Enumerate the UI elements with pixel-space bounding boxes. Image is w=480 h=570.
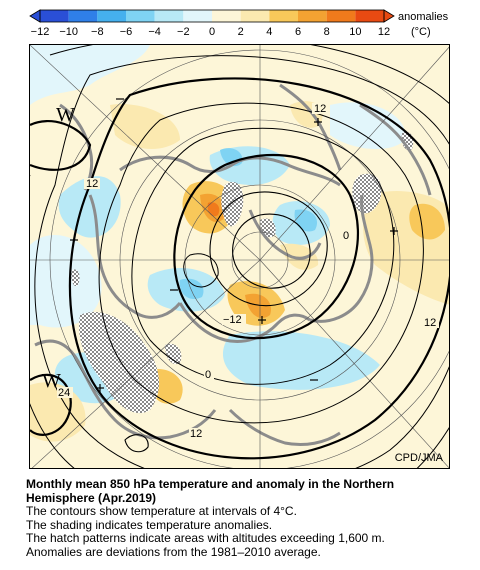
caption-line-shading: The shading indicates temperature anomal…	[26, 517, 273, 532]
colorbar-segment	[240, 10, 270, 22]
colorbar-segment	[183, 10, 212, 22]
caption-line-anomalies: Anomalies are deviations from the 1981–2…	[26, 544, 321, 559]
colorbar-left-arrow	[29, 9, 41, 23]
colorbar-segment	[154, 10, 184, 22]
anomaly-colorbar: −12 −10 −8 −6 −4 −2 0 2 4 6 8 10 12 anomalies (°C)	[0, 0, 480, 44]
colorbar-segment	[326, 10, 356, 22]
hemisphere-map: 12 12 0 −12 0 24 12 12 W W	[29, 44, 450, 469]
colorbar-segment	[269, 10, 298, 22]
contour-label-3: 0	[343, 230, 349, 242]
contour-label-8: 12	[424, 317, 436, 329]
colorbar-title: anomalies	[398, 11, 449, 23]
contour-label-2: 12	[86, 178, 98, 190]
figure-caption: Monthly mean 850 hPa temperature and ano…	[26, 477, 466, 559]
colorbar-border	[39, 9, 385, 23]
map-graphic: 12 12 0 −12 0 24 12 12 W W	[30, 45, 449, 468]
colorbar-tick-label: −8	[91, 26, 104, 38]
caption-line-contours: The contours show temperature at interva…	[26, 504, 297, 518]
colorbar-tick-label: 6	[294, 26, 302, 38]
anomaly-shading	[30, 45, 449, 442]
colorbar-segment	[355, 10, 384, 22]
contour-label-7: 12	[190, 428, 202, 440]
map-credit: CPD/JMA	[394, 452, 443, 464]
caption-title: Monthly mean 850 hPa temperature and ano…	[26, 477, 395, 505]
colorbar-segment	[40, 10, 69, 22]
temperature-contours	[30, 45, 449, 468]
colorbar-tick-label: −12	[30, 26, 50, 38]
colorbar-segment	[298, 10, 327, 22]
colorbar-segment	[68, 10, 98, 22]
center-markers	[70, 98, 398, 392]
colorbar-tick-label: 10	[349, 26, 362, 38]
colorbar-tick-label: 4	[266, 26, 273, 38]
contour-label-4: −12	[223, 314, 242, 326]
warm-center-label-north: W	[56, 104, 75, 126]
colorbar-tick-label: 0	[208, 26, 216, 38]
colorbar-segment	[126, 10, 155, 22]
colorbar-tick-label: 2	[237, 26, 244, 38]
contour-label-1: 12	[314, 103, 326, 115]
colorbar-tick-label: −6	[119, 26, 133, 38]
graticule	[30, 45, 449, 468]
colorbar-tick-label: −10	[59, 26, 78, 38]
contour-labels: 12 12 0 −12 0 24 12 12	[57, 103, 439, 440]
colorbar-segment	[212, 10, 241, 22]
contour-label-6: 24	[58, 387, 70, 399]
colorbar-tick-label: 8	[323, 26, 330, 38]
colorbar-tick-label: −4	[148, 26, 161, 38]
colorbar-right-arrow	[383, 9, 395, 23]
warm-center-label-south: W	[42, 370, 61, 392]
colorbar-segment	[97, 10, 126, 22]
colorbar-tick-label: 12	[377, 26, 391, 38]
contour-label-5: 0	[205, 369, 211, 381]
colorbar-tick-label: −2	[177, 26, 190, 38]
colorbar-unit: (°C)	[411, 26, 431, 38]
caption-line-hatch: The hatch patterns indicate areas with a…	[26, 531, 385, 545]
high-altitude-hatch	[71, 131, 414, 414]
colorbar-graphic	[29, 9, 395, 23]
colorbar-segments	[40, 10, 384, 22]
